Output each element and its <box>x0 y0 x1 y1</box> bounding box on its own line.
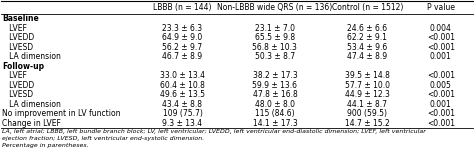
Text: <0.001: <0.001 <box>427 109 455 118</box>
Text: 115 (84.6): 115 (84.6) <box>255 109 295 118</box>
Text: <0.001: <0.001 <box>427 71 455 80</box>
Text: 64.9 ± 9.0: 64.9 ± 9.0 <box>163 33 202 42</box>
Text: <0.001: <0.001 <box>427 119 455 128</box>
Text: <0.001: <0.001 <box>427 43 455 52</box>
Text: 24.6 ± 6.6: 24.6 ± 6.6 <box>347 24 387 33</box>
Text: Change in LVEF: Change in LVEF <box>2 119 61 128</box>
Text: 48.0 ± 8.0: 48.0 ± 8.0 <box>255 100 295 109</box>
Text: 14.7 ± 15.2: 14.7 ± 15.2 <box>345 119 390 128</box>
Text: LVEF: LVEF <box>2 24 27 33</box>
Text: Percentage in parentheses.: Percentage in parentheses. <box>2 142 89 147</box>
Text: 46.7 ± 8.9: 46.7 ± 8.9 <box>163 52 202 61</box>
Text: LVEDD: LVEDD <box>2 81 34 90</box>
Text: 43.4 ± 8.8: 43.4 ± 8.8 <box>163 100 202 109</box>
Text: 44.9 ± 12.3: 44.9 ± 12.3 <box>345 90 390 99</box>
Text: 33.0 ± 13.4: 33.0 ± 13.4 <box>160 71 205 80</box>
Text: 0.001: 0.001 <box>430 100 452 109</box>
Text: 65.5 ± 9.8: 65.5 ± 9.8 <box>255 33 295 42</box>
Text: 59.9 ± 13.6: 59.9 ± 13.6 <box>253 81 297 90</box>
Text: Follow-up: Follow-up <box>2 62 44 71</box>
Text: 56.8 ± 10.3: 56.8 ± 10.3 <box>253 43 297 52</box>
Text: <0.001: <0.001 <box>427 90 455 99</box>
Text: 900 (59.5): 900 (59.5) <box>347 109 387 118</box>
Text: Control (n = 1512): Control (n = 1512) <box>332 3 403 12</box>
Text: 60.4 ± 10.8: 60.4 ± 10.8 <box>160 81 205 90</box>
Text: Baseline: Baseline <box>2 14 39 23</box>
Text: LVESD: LVESD <box>2 90 33 99</box>
Text: 49.6 ± 13.5: 49.6 ± 13.5 <box>160 90 205 99</box>
Text: LA, left atrial; LBBB, left bundle branch block; LV, left ventricular; LVEDD, le: LA, left atrial; LBBB, left bundle branc… <box>2 129 426 135</box>
Text: P value: P value <box>427 3 455 12</box>
Text: 14.1 ± 17.3: 14.1 ± 17.3 <box>253 119 297 128</box>
Text: 57.7 ± 10.0: 57.7 ± 10.0 <box>345 81 390 90</box>
Text: 109 (75.7): 109 (75.7) <box>163 109 202 118</box>
Text: 44.1 ± 8.7: 44.1 ± 8.7 <box>347 100 387 109</box>
Text: LA dimension: LA dimension <box>2 100 61 109</box>
Text: LBBB (n = 144): LBBB (n = 144) <box>153 3 212 12</box>
Text: 39.5 ± 14.8: 39.5 ± 14.8 <box>345 71 390 80</box>
Text: 23.3 ± 6.3: 23.3 ± 6.3 <box>163 24 202 33</box>
Text: LA dimension: LA dimension <box>2 52 61 61</box>
Text: 0.004: 0.004 <box>430 24 452 33</box>
Text: <0.001: <0.001 <box>427 33 455 42</box>
Text: 47.8 ± 16.8: 47.8 ± 16.8 <box>253 90 297 99</box>
Text: LVESD: LVESD <box>2 43 33 52</box>
Text: 0.005: 0.005 <box>430 81 452 90</box>
Text: Non-LBBB wide QRS (n = 136): Non-LBBB wide QRS (n = 136) <box>217 3 333 12</box>
Text: 53.4 ± 9.6: 53.4 ± 9.6 <box>347 43 387 52</box>
Text: LVEDD: LVEDD <box>2 33 34 42</box>
Text: 0.001: 0.001 <box>430 52 452 61</box>
Text: 50.3 ± 8.7: 50.3 ± 8.7 <box>255 52 295 61</box>
Text: 47.4 ± 8.9: 47.4 ± 8.9 <box>347 52 387 61</box>
Text: 23.1 ± 7.0: 23.1 ± 7.0 <box>255 24 295 33</box>
Text: 38.2 ± 17.3: 38.2 ± 17.3 <box>253 71 297 80</box>
Text: 56.2 ± 9.7: 56.2 ± 9.7 <box>163 43 202 52</box>
Text: ejection fraction; LVESD, left ventricular end-systolic dimension.: ejection fraction; LVESD, left ventricul… <box>2 136 204 141</box>
Text: LVEF: LVEF <box>2 71 27 80</box>
Text: 62.2 ± 9.1: 62.2 ± 9.1 <box>347 33 387 42</box>
Text: No improvement in LV function: No improvement in LV function <box>2 109 120 118</box>
Text: 9.3 ± 13.4: 9.3 ± 13.4 <box>163 119 202 128</box>
